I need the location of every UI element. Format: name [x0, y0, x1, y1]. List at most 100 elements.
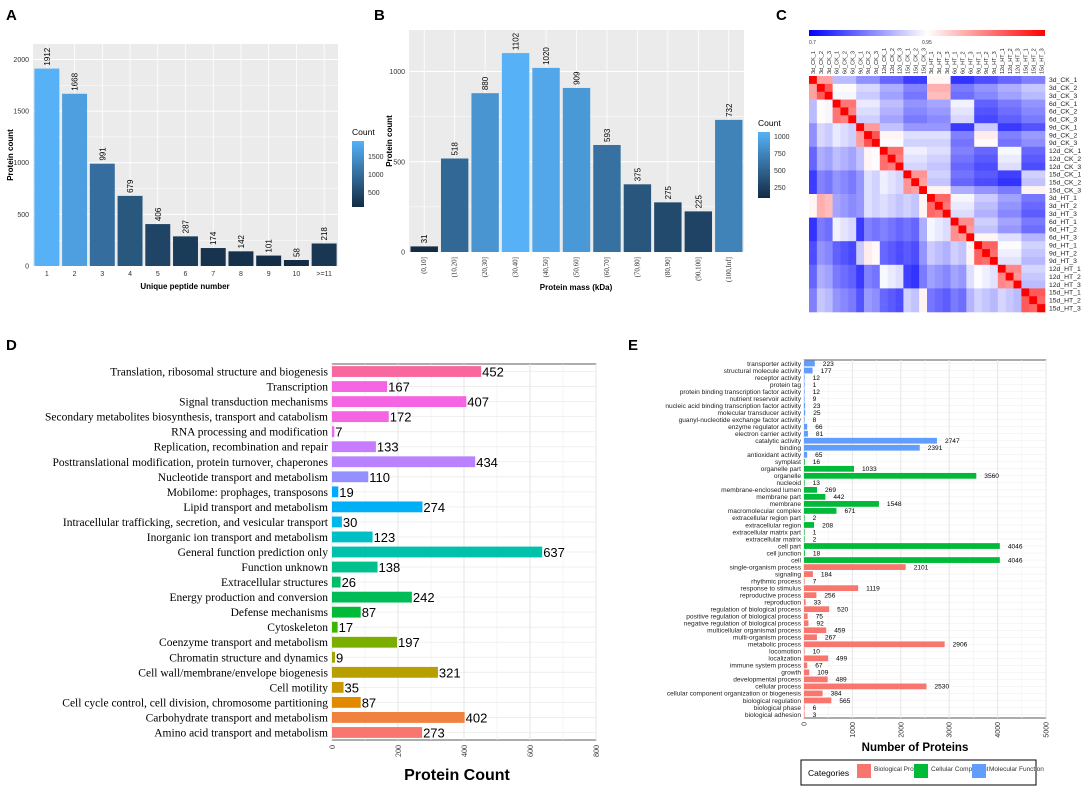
heatmap-column-label: 3d_CK_1 [811, 51, 817, 74]
heatmap-cell [1029, 146, 1038, 155]
bar-value-label: 9 [813, 396, 817, 403]
heatmap-cell [1029, 233, 1038, 242]
heatmap-row-label: 9d_HT_1 [1049, 242, 1077, 249]
heatmap-cell [1029, 201, 1038, 211]
heatmap-cell [1005, 296, 1014, 305]
heatmap-cell [927, 107, 936, 116]
heatmap-cell [911, 99, 920, 108]
heatmap-cell [856, 194, 865, 203]
bar-value-label: 375 [633, 167, 642, 181]
bar [804, 711, 805, 718]
heatmap-cell [982, 201, 991, 211]
heatmap-cell [809, 76, 818, 85]
heatmap-cell [974, 288, 983, 297]
heatmap-cell [974, 83, 983, 93]
heatmap-cell [895, 225, 904, 234]
heatmap-cell [832, 241, 841, 250]
heatmap-cell [934, 194, 944, 203]
bar [804, 367, 813, 374]
bar [332, 426, 335, 438]
category-label: extracellular region part [732, 515, 801, 522]
heatmap-cell [903, 272, 912, 281]
heatmap-cell [966, 123, 975, 132]
bar [804, 704, 805, 711]
heatmap-cell [1005, 76, 1014, 85]
panel-b-legend-title: Count [758, 118, 781, 128]
heatmap-cell [824, 115, 833, 124]
bar-value-label: 66 [815, 424, 823, 431]
bar [715, 119, 743, 252]
heatmap-cell [809, 280, 818, 289]
bar [804, 578, 805, 584]
heatmap-cell [966, 249, 975, 258]
heatmap-cell [879, 225, 888, 234]
heatmap-cell [942, 288, 951, 297]
heatmap-cell [903, 146, 912, 155]
heatmap-cell [1013, 256, 1022, 266]
heatmap-cell [1013, 107, 1022, 116]
heatmap-cell [911, 154, 920, 163]
heatmap-cell [911, 146, 920, 155]
heatmap-cell [982, 186, 991, 195]
heatmap-cell [997, 107, 1006, 116]
heatmap-cell [816, 241, 826, 250]
heatmap-cell [840, 178, 849, 187]
heatmap-cell [974, 91, 983, 100]
heatmap-cell [1037, 272, 1046, 281]
heatmap-cell [816, 99, 826, 108]
panel-label-a: A [6, 7, 17, 24]
panel-c-colorbar-min: 0.7 [809, 40, 816, 46]
heatmap-cell [1037, 264, 1046, 273]
heatmap-cell [871, 83, 881, 93]
heatmap-cell [919, 162, 928, 171]
heatmap-cell [879, 201, 888, 211]
heatmap-cell [871, 178, 881, 187]
heatmap-cell [958, 256, 967, 266]
heatmap-cell [903, 186, 912, 195]
heatmap-cell [864, 138, 873, 148]
bar-value-label: 407 [467, 395, 489, 410]
heatmap-row-label: 6d_CK_3 [1049, 117, 1078, 124]
heatmap-cell [919, 233, 928, 242]
heatmap-cell [871, 201, 881, 211]
heatmap-column-label: 15d_CK_2 [913, 48, 919, 74]
heatmap-cell [903, 201, 912, 211]
heatmap-cell [887, 280, 896, 289]
heatmap-cell [1005, 186, 1014, 195]
bar [332, 456, 476, 468]
heatmap-cell [1005, 217, 1014, 226]
heatmap-cell [974, 304, 983, 313]
heatmap-cell [989, 249, 999, 258]
category-label: antioxidant activity [747, 452, 802, 459]
bar [332, 651, 335, 663]
bar-value-label: 4046 [1008, 543, 1023, 550]
heatmap-cell [871, 209, 881, 218]
panel-b-legend-tick: 250 [774, 185, 786, 192]
heatmap-cell [919, 170, 928, 179]
heatmap-cell [1005, 304, 1014, 313]
heatmap-cell [950, 241, 959, 250]
heatmap-cell [911, 131, 920, 140]
bar-value-label: 167 [388, 380, 410, 395]
heatmap-cell [840, 233, 849, 242]
heatmap-cell [997, 146, 1006, 155]
category-label: regulation of biological process [710, 606, 801, 613]
heatmap-cell [887, 225, 896, 234]
heatmap-cell [919, 288, 928, 297]
heatmap-cell [1029, 131, 1038, 140]
heatmap-cell [848, 256, 857, 266]
y-tick-label: 2000 [13, 57, 29, 64]
category-label: Coenzyme transport and metabolism [159, 637, 328, 649]
heatmap-cell [989, 138, 999, 148]
bar [804, 557, 1000, 563]
heatmap-cell [832, 178, 841, 187]
heatmap-cell [942, 83, 951, 93]
heatmap-cell [974, 201, 983, 211]
heatmap-cell [1005, 233, 1014, 242]
heatmap-cell [958, 146, 967, 155]
heatmap-cell [848, 170, 857, 179]
heatmap-cell [1005, 209, 1014, 218]
heatmap-cell [1013, 201, 1022, 211]
heatmap-cell [856, 209, 865, 218]
heatmap-cell [950, 194, 959, 203]
